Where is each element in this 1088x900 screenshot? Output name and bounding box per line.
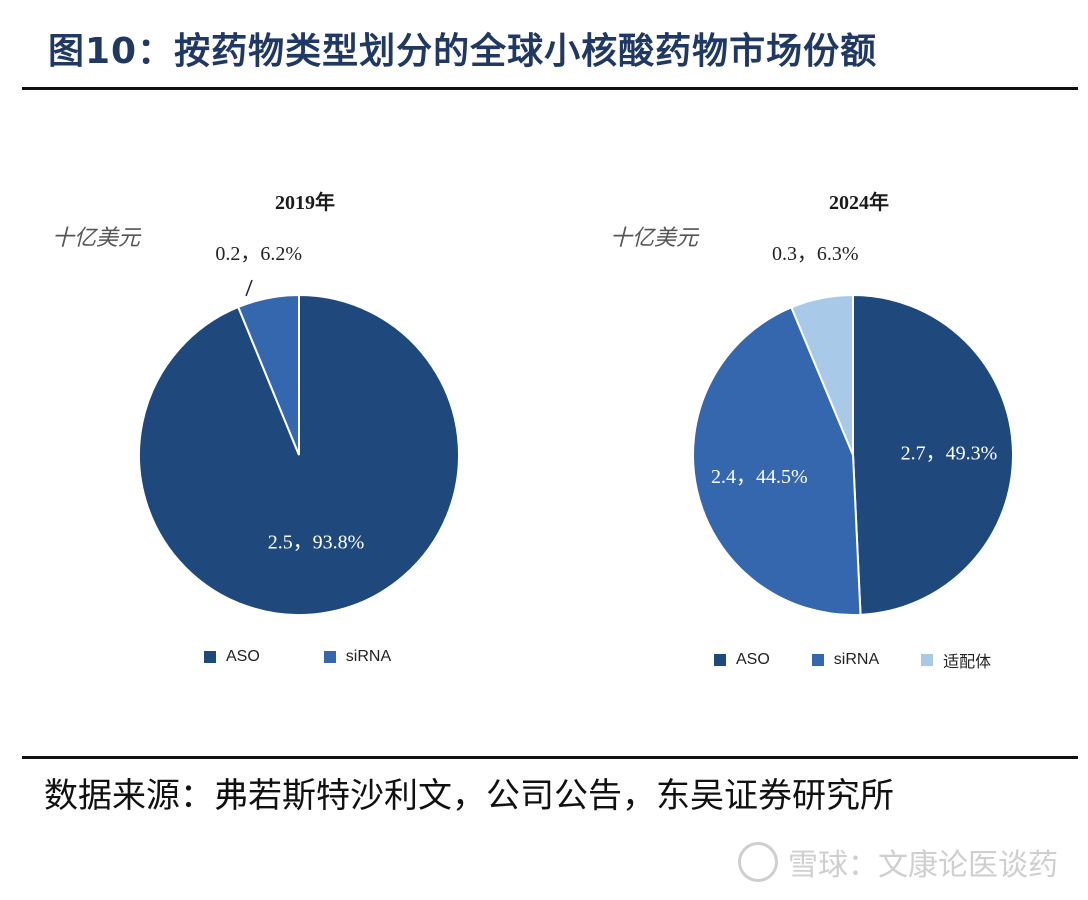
watermark-text: 雪球：文康论医谈药 (788, 848, 1058, 883)
legend-label: ASO (226, 648, 260, 665)
legend-label: ASO (736, 651, 770, 668)
data-label: 0.3，6.3% (772, 243, 859, 265)
unit-label: 十亿美元 (52, 226, 141, 251)
chart-title: 2019年 (275, 192, 335, 214)
legend-swatch (921, 654, 934, 666)
snowball-logo-icon (738, 842, 778, 882)
pie-slice-适配体 (790, 293, 854, 456)
data-label: 2.5，93.8% (268, 531, 365, 553)
pie-slice-aso (852, 293, 1014, 616)
legend-label: siRNA (345, 648, 392, 665)
data-label: 2.7，49.3% (901, 443, 998, 465)
top-rule (22, 87, 1078, 90)
legend-swatch (323, 651, 336, 663)
legend-item-sirna: siRNA (323, 648, 392, 666)
data-label: 0.2，6.2% (215, 243, 302, 265)
bottom-rule (22, 756, 1078, 759)
pie-svg: 2.7，49.3% 2.4，44.5% 0.3，6.3% (692, 243, 1014, 616)
unit-label: 十亿美元 (610, 226, 699, 251)
legend-item-aso: ASO (714, 648, 770, 672)
legend-swatch (714, 654, 726, 666)
legend: ASO siRNA (204, 648, 391, 666)
legend-label: siRNA (833, 651, 880, 668)
leader-line (245, 279, 253, 297)
source-note: 数据来源：弗若斯特沙利文，公司公告，东吴证券研究所 (44, 776, 894, 816)
pie-chart-2019: 2019年 十亿美元 2.5，93.8% 0.2，6.2% ASO siRNA (52, 170, 530, 710)
legend-label: 适配体 (943, 654, 992, 671)
pie-chart-2024: 2024年 十亿美元 2.7，49.3% 2.4，44.5% 0.3，6.3% AS… (610, 170, 1084, 710)
legend-item-aso: ASO (204, 648, 260, 666)
pie-slice-sirna (236, 293, 300, 456)
watermark: 雪球：文康论医谈药 (738, 840, 1058, 884)
data-label: 2.4，44.5% (711, 466, 808, 488)
legend-swatch (204, 651, 216, 663)
legend-item-sirna: siRNA (811, 648, 880, 672)
pie-slice-sirna (692, 306, 862, 616)
pie-svg: 2.5，93.8% 0.2，6.2% (138, 243, 460, 616)
legend-item-aptamer: 适配体 (921, 648, 991, 672)
figure-title: 图10：按药物类型划分的全球小核酸药物市场份额 (48, 31, 878, 72)
chart-title: 2024年 (829, 192, 889, 214)
legend-swatch (811, 654, 824, 666)
legend: ASO siRNA 适配体 (714, 648, 991, 672)
